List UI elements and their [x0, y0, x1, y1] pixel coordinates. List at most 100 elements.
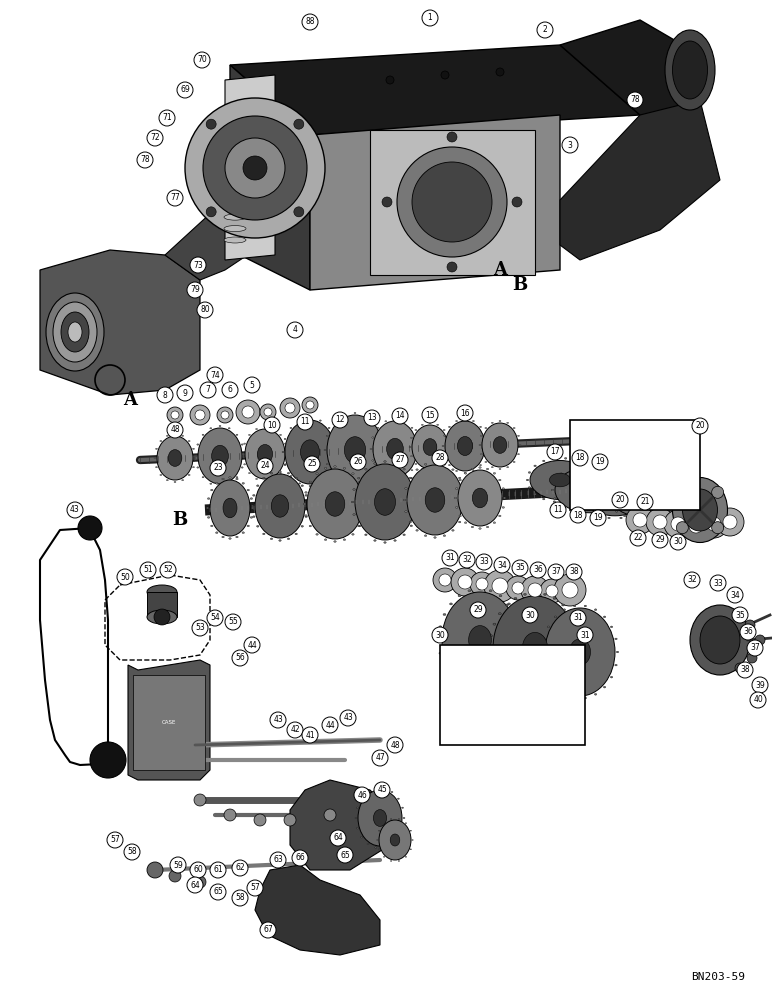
- Ellipse shape: [290, 427, 292, 429]
- Text: 20: 20: [615, 495, 625, 504]
- Circle shape: [217, 407, 233, 423]
- Ellipse shape: [663, 481, 666, 482]
- Text: 69: 69: [180, 86, 190, 95]
- Text: A: A: [123, 391, 137, 409]
- Ellipse shape: [452, 696, 455, 698]
- Ellipse shape: [415, 489, 417, 490]
- Text: B: B: [172, 511, 188, 529]
- Ellipse shape: [620, 517, 622, 519]
- Ellipse shape: [358, 525, 361, 527]
- Ellipse shape: [284, 464, 286, 465]
- Ellipse shape: [303, 503, 306, 505]
- Circle shape: [187, 877, 203, 893]
- Text: 30: 30: [673, 538, 683, 546]
- Circle shape: [210, 862, 226, 878]
- Circle shape: [594, 449, 626, 481]
- Circle shape: [187, 282, 203, 298]
- Ellipse shape: [615, 510, 618, 512]
- Circle shape: [185, 98, 325, 238]
- Circle shape: [137, 152, 153, 168]
- Circle shape: [554, 574, 586, 606]
- Ellipse shape: [523, 701, 527, 703]
- Circle shape: [512, 197, 522, 207]
- Circle shape: [692, 418, 708, 434]
- Text: 64: 64: [334, 834, 343, 842]
- Circle shape: [292, 850, 308, 866]
- Text: 42: 42: [290, 726, 300, 734]
- Ellipse shape: [543, 498, 545, 500]
- Ellipse shape: [561, 604, 564, 606]
- Ellipse shape: [514, 597, 517, 599]
- Ellipse shape: [526, 718, 527, 720]
- Ellipse shape: [416, 469, 418, 471]
- Ellipse shape: [410, 477, 412, 479]
- Ellipse shape: [256, 485, 259, 487]
- Circle shape: [572, 450, 588, 466]
- Circle shape: [257, 458, 273, 474]
- Circle shape: [280, 398, 300, 418]
- Ellipse shape: [222, 478, 225, 480]
- Ellipse shape: [301, 525, 303, 527]
- Text: 13: 13: [367, 414, 377, 422]
- Text: 62: 62: [235, 863, 245, 872]
- Ellipse shape: [552, 730, 554, 731]
- Text: 5: 5: [249, 380, 255, 389]
- Circle shape: [117, 569, 133, 585]
- Ellipse shape: [324, 539, 327, 541]
- Ellipse shape: [374, 540, 376, 541]
- Ellipse shape: [282, 451, 284, 453]
- Ellipse shape: [352, 533, 354, 535]
- Ellipse shape: [553, 457, 556, 459]
- Ellipse shape: [553, 501, 556, 503]
- Circle shape: [236, 400, 260, 424]
- Circle shape: [294, 119, 304, 129]
- Polygon shape: [560, 100, 720, 260]
- Ellipse shape: [270, 538, 273, 540]
- Ellipse shape: [568, 718, 571, 720]
- Circle shape: [512, 582, 524, 594]
- Circle shape: [653, 515, 667, 529]
- Circle shape: [671, 517, 685, 531]
- Ellipse shape: [429, 470, 431, 472]
- Ellipse shape: [669, 497, 672, 499]
- Ellipse shape: [555, 467, 625, 513]
- Circle shape: [322, 717, 338, 733]
- Text: 70: 70: [197, 55, 207, 64]
- Ellipse shape: [437, 468, 438, 470]
- Ellipse shape: [211, 489, 213, 491]
- Ellipse shape: [262, 477, 265, 479]
- Circle shape: [284, 814, 296, 826]
- Polygon shape: [560, 20, 700, 130]
- Ellipse shape: [425, 535, 427, 537]
- Ellipse shape: [455, 488, 458, 489]
- Ellipse shape: [343, 483, 344, 485]
- Ellipse shape: [482, 685, 502, 709]
- Ellipse shape: [518, 626, 521, 628]
- Ellipse shape: [290, 475, 292, 477]
- Ellipse shape: [403, 468, 405, 470]
- Ellipse shape: [520, 708, 523, 709]
- Ellipse shape: [219, 485, 221, 487]
- Ellipse shape: [284, 438, 286, 440]
- Ellipse shape: [516, 661, 519, 663]
- Ellipse shape: [357, 525, 360, 527]
- Ellipse shape: [328, 475, 330, 477]
- Ellipse shape: [224, 191, 246, 197]
- Ellipse shape: [410, 849, 411, 850]
- Circle shape: [225, 614, 241, 630]
- Ellipse shape: [486, 742, 488, 744]
- Circle shape: [160, 562, 176, 578]
- Text: 61: 61: [213, 865, 223, 874]
- Circle shape: [562, 582, 578, 598]
- Ellipse shape: [328, 427, 330, 429]
- Ellipse shape: [577, 659, 581, 661]
- Text: 73: 73: [193, 260, 203, 269]
- Polygon shape: [40, 250, 200, 395]
- Ellipse shape: [324, 467, 327, 469]
- Ellipse shape: [403, 421, 405, 422]
- Circle shape: [492, 578, 508, 594]
- Ellipse shape: [403, 817, 405, 819]
- Ellipse shape: [506, 738, 510, 740]
- Ellipse shape: [654, 481, 656, 482]
- Ellipse shape: [53, 302, 97, 362]
